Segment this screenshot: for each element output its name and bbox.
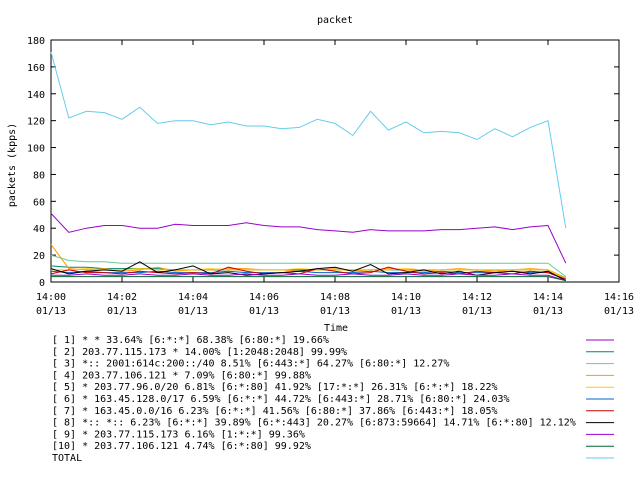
x-tick-label-time: 14:10 xyxy=(391,292,421,303)
y-tick-label: 60 xyxy=(33,197,45,208)
x-tick-label-date: 01/13 xyxy=(533,306,563,317)
chart-title: packet xyxy=(317,15,353,26)
series-line-11 xyxy=(50,51,567,229)
x-tick-label-date: 01/13 xyxy=(36,306,66,317)
y-tick-label: 120 xyxy=(27,117,45,128)
legend-label-7: [ 7] * 163.45.0.0/16 6.23% [6:*:*] 41.56… xyxy=(52,406,498,417)
legend-label-9: [ 9] * 203.77.115.173 6.16% [1:*:*] 99.3… xyxy=(52,429,305,440)
y-tick-label: 140 xyxy=(27,90,45,101)
series-line-6 xyxy=(50,270,566,280)
x-tick-label-date: 01/13 xyxy=(249,306,279,317)
y-tick-label: 160 xyxy=(27,63,45,74)
y-tick-label: 80 xyxy=(33,170,45,181)
y-tick-label: 20 xyxy=(33,251,45,262)
legend-label-4: [ 4] 203.77.106.121 * 7.09% [6:80:*] 99.… xyxy=(52,370,311,381)
x-tick-label-time: 14:08 xyxy=(320,292,350,303)
y-tick-label: 180 xyxy=(27,36,45,47)
x-tick-label-date: 01/13 xyxy=(391,306,421,317)
series-line-9 xyxy=(51,273,566,282)
legend: [ 1] * * 33.64% [6:*:*] 68.38% [6:80:*] … xyxy=(52,335,614,464)
x-tick-label-date: 01/13 xyxy=(462,306,492,317)
legend-label-1: [ 1] * * 33.64% [6:*:*] 68.38% [6:80:*] … xyxy=(52,335,329,346)
legend-label-2: [ 2] 203.77.115.173 * 14.00% [1:2048:204… xyxy=(52,347,347,358)
axes: 0 20 40 60 80 100 120 140 160 180 14:00 01/13 14:02 0… xyxy=(27,36,634,317)
x-tick-label-time: 14:04 xyxy=(178,292,208,303)
series-line-10 xyxy=(51,276,566,282)
plot-frame xyxy=(50,39,620,283)
x-tick-label-date: 01/13 xyxy=(320,306,350,317)
x-tick-label-date: 01/13 xyxy=(604,306,634,317)
series-line-7 xyxy=(50,266,566,280)
y-tick-label: 40 xyxy=(33,224,45,235)
x-tick-label-time: 14:12 xyxy=(462,292,492,303)
legend-label-5: [ 5] * 203.77.96.0/20 6.81% [6:*:80] 41.… xyxy=(52,382,498,393)
legend-label-8: [ 8] *:: *:: 6.23% [6:*:*] 39.89% [6:*:4… xyxy=(52,418,576,429)
x-tick-label-time: 14:00 xyxy=(36,292,66,303)
y-tick-label: 100 xyxy=(27,144,45,155)
x-tick-label-date: 01/13 xyxy=(178,306,208,317)
x-tick-label-date: 01/13 xyxy=(107,306,137,317)
x-tick-label-time: 14:14 xyxy=(533,292,563,303)
x-axis-label: Time xyxy=(324,323,348,334)
y-tick-label: 0 xyxy=(39,278,45,289)
legend-label-10: [10] * 203.77.106.121 4.74% [6:*:80] 99.… xyxy=(52,441,311,452)
series-line-5 xyxy=(51,268,567,280)
x-tick-label-time: 14:02 xyxy=(107,292,137,303)
y-axis-label: packets (kpps) xyxy=(7,123,18,207)
series-group xyxy=(50,51,567,282)
legend-label-3: [ 3] *:: 2001:614c:200::/40 8.51% [6:443… xyxy=(52,359,449,370)
legend-label-11: TOTAL xyxy=(52,453,82,464)
legend-label-6: [ 6] * 163.45.128.0/17 6.59% [6:*:*] 44.… xyxy=(52,394,510,405)
x-tick-label-time: 14:16 xyxy=(604,292,634,303)
x-tick-label-time: 14:06 xyxy=(249,292,279,303)
series-line-1 xyxy=(50,213,567,264)
